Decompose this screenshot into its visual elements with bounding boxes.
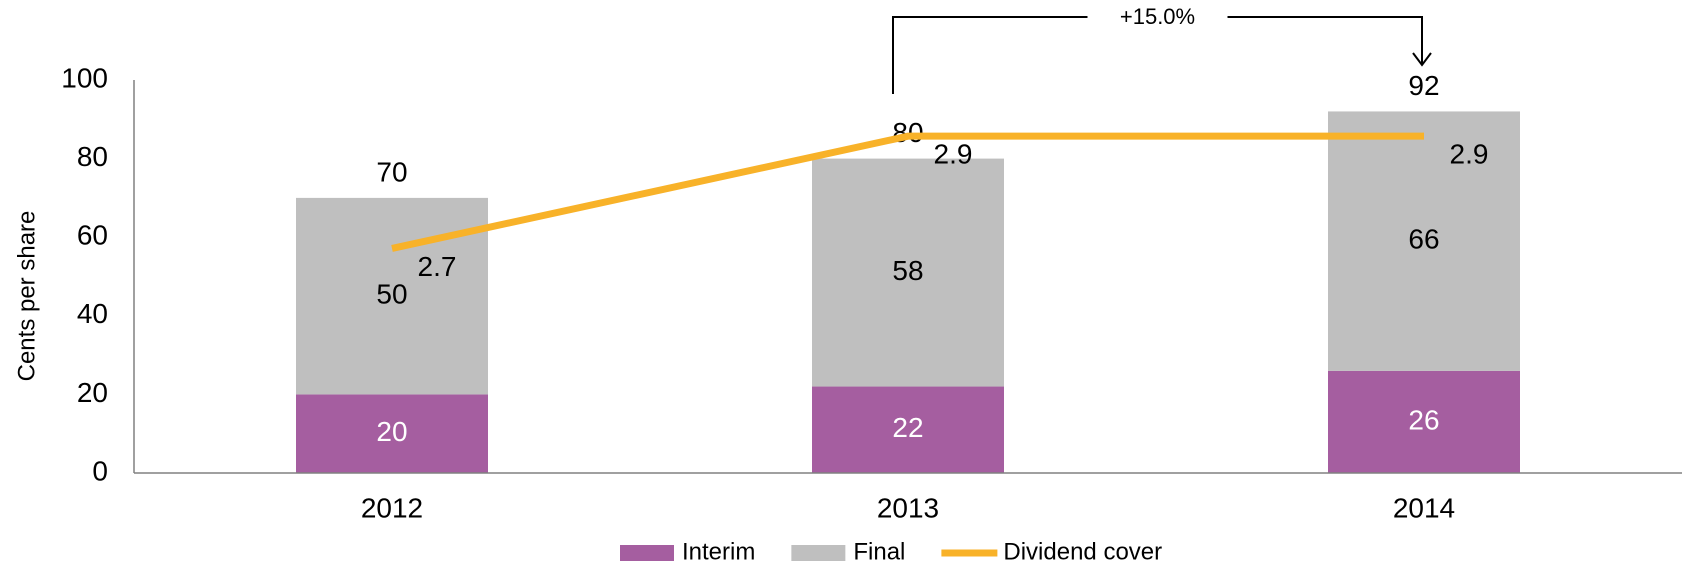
legend-label: Final — [853, 538, 905, 565]
data-label: 22 — [892, 412, 923, 443]
x-tick-label: 2013 — [877, 492, 939, 523]
total-label: 70 — [376, 156, 407, 187]
data-label: 26 — [1408, 404, 1439, 435]
x-tick-label: 2014 — [1393, 492, 1455, 523]
bar-segment — [812, 158, 1004, 387]
y-axis-title: Cents per share — [13, 211, 40, 382]
line — [391, 132, 1424, 252]
bar-segment — [1328, 370, 1520, 473]
legend-label: Interim — [682, 538, 755, 565]
bar-segment — [1328, 111, 1520, 371]
legend-swatch — [791, 545, 846, 561]
line-label: 2.9 — [934, 139, 973, 170]
y-tick-label: 40 — [77, 298, 108, 329]
bar-segment — [812, 386, 1004, 473]
data-label: 66 — [1408, 224, 1439, 255]
x-tick-label: 2012 — [361, 492, 423, 523]
bar-segment — [296, 394, 488, 473]
line-label: 2.7 — [418, 251, 457, 282]
annotation: +15.0% — [1120, 4, 1195, 29]
data-label: 20 — [376, 416, 407, 447]
line-label: 2.9 — [1450, 139, 1489, 170]
bar-segment — [296, 197, 488, 395]
y-tick-label: 20 — [77, 377, 108, 408]
data-label: 58 — [892, 255, 923, 286]
annotation-bg — [1087, 1, 1228, 33]
legend-swatch — [620, 545, 674, 561]
y-tick-label: 0 — [92, 455, 108, 486]
y-tick-label: 60 — [77, 220, 108, 251]
total-label: 92 — [1408, 70, 1439, 101]
annotation-arrow — [1412, 52, 1432, 67]
data-label: 50 — [376, 279, 407, 310]
y-tick-label: 100 — [61, 62, 108, 93]
total-label: 80 — [892, 117, 923, 148]
legend-label: Dividend cover — [1003, 538, 1162, 565]
y-tick-label: 80 — [77, 141, 108, 172]
